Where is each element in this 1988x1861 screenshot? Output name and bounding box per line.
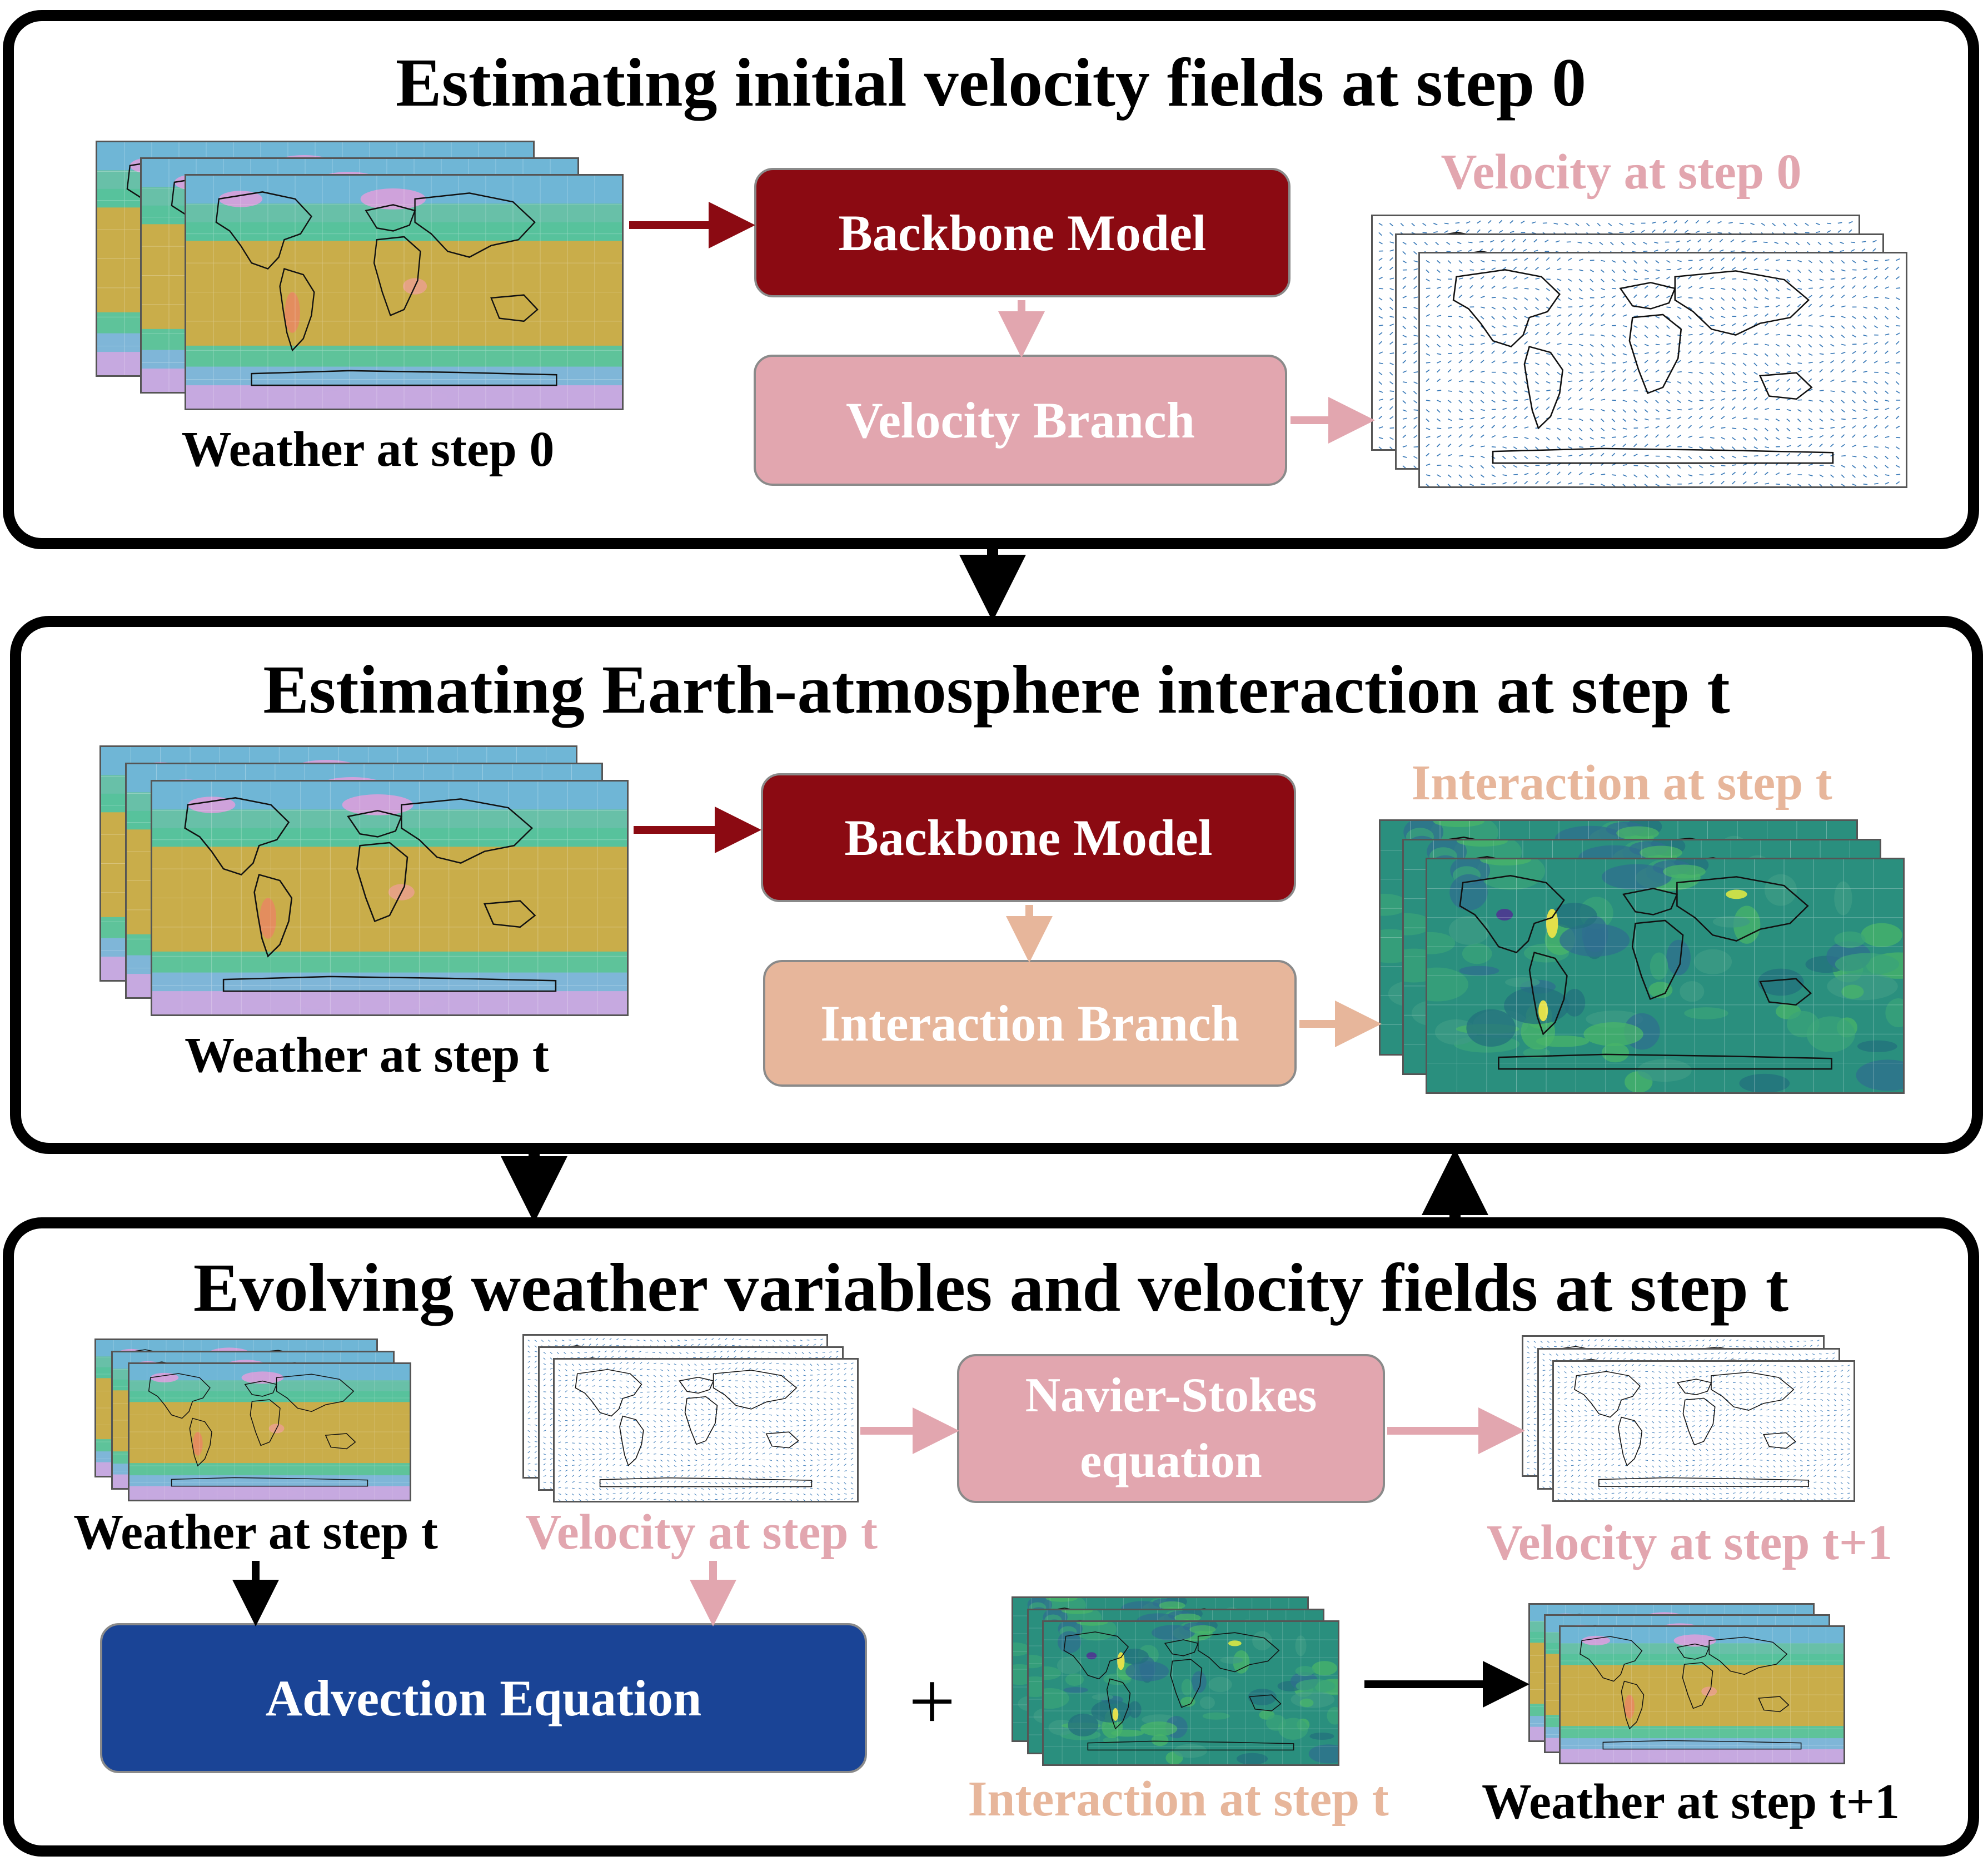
velocity-next-label: Velocity at step t+1 <box>1486 1515 1893 1570</box>
interaction-stept-label: Interaction at step t <box>1411 755 1832 810</box>
plus-sign: + <box>908 1655 956 1748</box>
interaction-map-stack-evolve <box>1012 1596 1339 1766</box>
panel-interaction-title: Estimating Earth-atmosphere interaction … <box>263 651 1730 728</box>
weather-map-stack-evolve <box>94 1338 411 1501</box>
weather-map-layer <box>151 780 629 1016</box>
advection-equation-box: Advection Equation <box>100 1623 867 1773</box>
weather-map-stack-step0 <box>96 141 624 410</box>
weather-map-layer <box>128 1362 411 1501</box>
weather-map-stack-stept <box>99 745 629 1016</box>
velocity-step0-label: Velocity at step 0 <box>1441 145 1802 200</box>
velocity-map-stack-step0 <box>1371 215 1907 488</box>
velocity-map-layer <box>1552 1360 1855 1502</box>
interaction-map-layer <box>1426 858 1905 1094</box>
weather-next-label: Weather at step t+1 <box>1482 1774 1900 1829</box>
weather-map-stack-next <box>1528 1603 1845 1764</box>
navier-stokes-line2: equation <box>1080 1434 1262 1488</box>
backbone-model-box-1: Backbone Model <box>754 168 1291 297</box>
panel-evolving-title: Evolving weather variables and velocity … <box>193 1250 1789 1326</box>
panel-initial-velocity-title: Estimating initial velocity fields at st… <box>395 44 1587 121</box>
interaction-map-stack-stept <box>1379 819 1905 1094</box>
velocity-stept-label: Velocity at step t <box>525 1505 878 1560</box>
velocity-map-stack-evolve <box>522 1334 859 1502</box>
weather-map-layer <box>185 174 624 410</box>
weather-map-layer <box>1559 1625 1845 1764</box>
weather-stept-label: Weather at step t <box>185 1028 549 1083</box>
velocity-map-layer <box>553 1358 859 1502</box>
backbone-model-box-2: Backbone Model <box>761 773 1296 902</box>
navier-stokes-line1: Navier-Stokes <box>1025 1369 1317 1422</box>
interaction-evolve-label: Interaction at step t <box>968 1772 1389 1827</box>
velocity-map-stack-next <box>1522 1335 1855 1502</box>
weather-evolve-label: Weather at step t <box>73 1505 438 1560</box>
panel-evolving: Evolving weather variables and velocity … <box>3 1217 1979 1857</box>
navier-stokes-box: Navier-Stokes equation <box>957 1354 1385 1503</box>
weather-step0-label: Weather at step 0 <box>181 422 555 477</box>
interaction-map-layer <box>1042 1620 1339 1766</box>
velocity-map-layer <box>1418 252 1907 488</box>
